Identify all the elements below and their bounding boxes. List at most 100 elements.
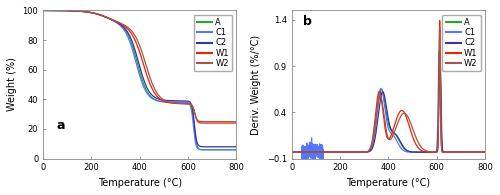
- Legend: A, C1, C2, W1, W2: A, C1, C2, W1, W2: [194, 15, 232, 71]
- C2: [180, 100, 186, 102]
- A: [476, 151, 482, 153]
- W1: [466, 151, 472, 153]
- C2: [228, 146, 234, 148]
- A: [380, 94, 386, 97]
- C1: [228, 149, 234, 151]
- C1: [370, 140, 376, 142]
- W1: [122, 25, 128, 27]
- C1: [123, 32, 129, 34]
- Line: C1: C1: [292, 50, 485, 164]
- W2: [132, 34, 138, 37]
- W1: [476, 151, 482, 153]
- Text: a: a: [56, 119, 65, 132]
- C2: [132, 49, 138, 51]
- A: [218, 149, 224, 151]
- C2: [234, 146, 239, 148]
- W2: [228, 121, 234, 123]
- Line: W2: W2: [43, 11, 236, 122]
- C2: [429, 151, 435, 153]
- A: [466, 151, 472, 153]
- W1: [482, 151, 488, 153]
- Line: W1: W1: [43, 11, 236, 123]
- A: [132, 53, 138, 56]
- Line: C2: C2: [292, 52, 485, 152]
- A: [234, 149, 239, 151]
- Line: A: A: [43, 11, 236, 150]
- C1: [430, 151, 436, 153]
- W2: [289, 151, 295, 153]
- C1: [476, 151, 482, 153]
- C2: [123, 28, 129, 31]
- W2: [372, 128, 378, 130]
- W1: [436, 20, 442, 22]
- Line: A: A: [292, 55, 485, 152]
- C1: [311, 163, 317, 165]
- W1: [40, 9, 46, 12]
- C1: [482, 151, 488, 153]
- C1: [289, 151, 295, 153]
- C1: [122, 29, 128, 32]
- W1: [289, 151, 295, 153]
- Text: b: b: [304, 15, 312, 28]
- W2: [40, 9, 46, 12]
- W1: [180, 103, 186, 105]
- X-axis label: Temperature (°C): Temperature (°C): [346, 178, 430, 188]
- W2: [476, 151, 482, 153]
- Y-axis label: Weight (%): Weight (%): [7, 58, 17, 112]
- C1: [380, 98, 386, 101]
- A: [40, 9, 46, 12]
- C1: [436, 49, 442, 51]
- W2: [482, 151, 488, 153]
- W2: [466, 151, 472, 153]
- A: [122, 28, 128, 30]
- C1: [466, 151, 472, 153]
- C2: [482, 151, 488, 153]
- A: [180, 101, 186, 104]
- Line: C1: C1: [43, 11, 236, 150]
- A: [228, 149, 234, 151]
- W2: [122, 24, 128, 26]
- A: [123, 30, 129, 32]
- W1: [234, 122, 239, 124]
- C2: [289, 151, 295, 153]
- C2: [380, 92, 386, 94]
- C1: [40, 9, 46, 12]
- W2: [370, 138, 376, 140]
- W1: [370, 135, 376, 137]
- W2: [180, 103, 186, 105]
- W2: [429, 151, 435, 153]
- W1: [429, 151, 435, 153]
- Legend: A, C1, C2, W1, W2: A, C1, C2, W1, W2: [442, 15, 481, 71]
- C2: [122, 27, 128, 29]
- W1: [132, 39, 138, 41]
- W2: [234, 121, 239, 123]
- Line: W1: W1: [292, 21, 485, 152]
- A: [436, 54, 442, 56]
- C1: [180, 101, 186, 104]
- C2: [372, 139, 378, 142]
- C1: [234, 149, 239, 151]
- W1: [123, 26, 129, 28]
- W1: [372, 122, 378, 125]
- A: [370, 141, 376, 143]
- C2: [370, 145, 376, 148]
- W1: [228, 122, 234, 124]
- W2: [436, 26, 442, 28]
- W1: [218, 122, 224, 124]
- C2: [466, 151, 472, 153]
- C2: [476, 151, 482, 153]
- Line: W2: W2: [292, 27, 485, 152]
- C2: [218, 146, 224, 148]
- Line: C2: C2: [43, 11, 236, 147]
- W2: [380, 112, 386, 114]
- C2: [40, 9, 46, 12]
- C1: [372, 130, 378, 133]
- C1: [218, 149, 224, 151]
- A: [482, 151, 488, 153]
- W2: [123, 25, 129, 27]
- W2: [218, 121, 224, 123]
- A: [429, 151, 435, 153]
- X-axis label: Temperature (°C): Temperature (°C): [98, 178, 182, 188]
- C2: [437, 51, 443, 53]
- C1: [132, 58, 138, 60]
